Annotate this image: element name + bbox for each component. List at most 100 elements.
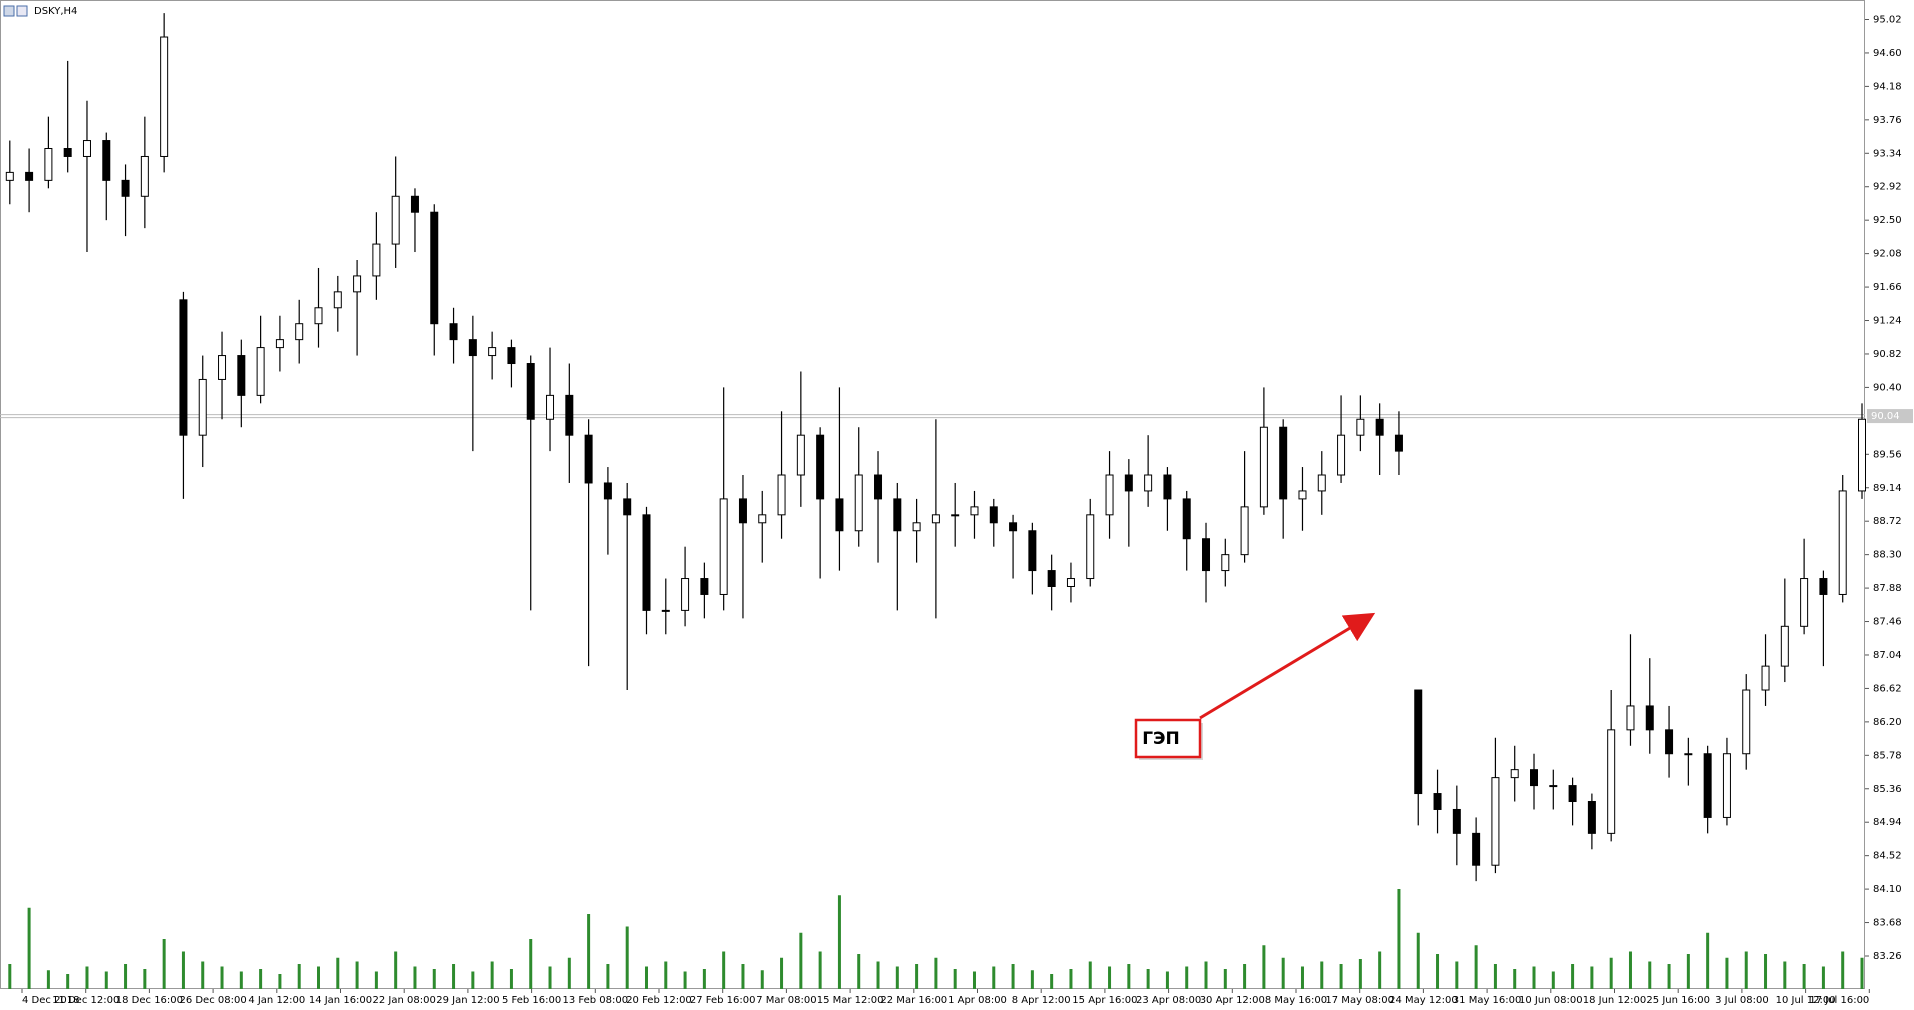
volume-bar <box>683 971 687 989</box>
volume-bar <box>799 932 803 989</box>
y-tick-label: 84.94 <box>1873 817 1902 828</box>
candle-body <box>275 339 284 349</box>
candle-body <box>1780 625 1789 667</box>
candle-body <box>179 299 188 436</box>
candle-body <box>314 307 323 325</box>
candle-body <box>1491 777 1500 866</box>
volume-bar <box>220 966 224 989</box>
x-tick-label: 22 Mar 16:00 <box>880 995 947 1006</box>
volume-bar <box>1185 966 1189 989</box>
volume-bar <box>1320 961 1324 989</box>
candle-body <box>893 498 902 532</box>
candle-body <box>912 522 921 532</box>
candle-body <box>1144 474 1153 492</box>
candle-body <box>642 514 651 611</box>
volume-bar <box>837 895 841 989</box>
volume-bar <box>1416 932 1420 989</box>
x-tick-label: 29 Jan 12:00 <box>436 995 499 1006</box>
volume-bar <box>625 926 629 989</box>
candle-body <box>256 347 265 396</box>
candle-body <box>468 339 477 357</box>
candle-body <box>372 243 381 277</box>
candle-body <box>44 148 53 181</box>
volume-bar <box>1628 951 1632 989</box>
volume-bar <box>1281 957 1285 989</box>
y-tick-label: 89.14 <box>1873 483 1902 494</box>
volume-bar <box>1551 971 1555 989</box>
x-tick-label: 23 Apr 08:00 <box>1136 995 1201 1006</box>
candle-body <box>1337 434 1346 476</box>
plot-frame <box>0 0 1865 989</box>
volume-bar <box>317 966 320 989</box>
volume-bar <box>1744 951 1748 989</box>
volume-bar <box>760 970 764 989</box>
volume-bar <box>336 957 340 989</box>
candle-body <box>507 347 516 365</box>
volume-bar <box>1571 964 1575 989</box>
candle-body <box>681 578 690 611</box>
candle-body <box>1587 801 1596 834</box>
volume-bar <box>124 964 128 989</box>
volume-bar <box>413 966 417 989</box>
candle-body <box>198 378 207 436</box>
volume-bar <box>432 969 436 989</box>
volume-bar <box>857 954 861 989</box>
candle-body <box>526 363 535 420</box>
volume-bar <box>992 966 996 989</box>
y-tick-label: 92.92 <box>1873 182 1902 193</box>
x-tick-label: 10 Jun 08:00 <box>1519 995 1583 1006</box>
candle-body <box>160 36 169 157</box>
annotation-text: ГЭП <box>1142 729 1180 749</box>
candle-body <box>623 498 632 516</box>
volume-bar <box>1204 961 1208 989</box>
y-tick-label: 85.78 <box>1873 750 1902 761</box>
volume-bar <box>606 964 610 989</box>
y-tick-label: 86.20 <box>1873 717 1902 728</box>
candle-body <box>1530 769 1539 787</box>
candle-body <box>989 506 998 524</box>
candle-body <box>333 291 342 309</box>
candle-body <box>1182 498 1191 540</box>
volume-bar <box>46 970 50 989</box>
candle-body <box>816 434 825 500</box>
volume-bar <box>934 957 938 989</box>
y-tick-label: 94.60 <box>1873 48 1902 59</box>
y-tick-label: 93.76 <box>1873 115 1902 126</box>
volume-bar <box>1127 964 1131 989</box>
candle-body <box>25 171 34 181</box>
volume-bar <box>702 969 706 989</box>
volume-bar <box>355 961 359 989</box>
x-tick-label: 4 Jan 12:00 <box>248 995 305 1006</box>
volume-bar <box>1532 966 1536 989</box>
y-tick-label: 83.26 <box>1873 951 1902 962</box>
volume-bar <box>297 964 301 989</box>
candle-body <box>1298 490 1307 500</box>
y-tick-label: 94.18 <box>1873 81 1902 92</box>
volume-bar <box>1165 971 1169 989</box>
candle-body <box>951 514 960 517</box>
volume-bar <box>1223 969 1227 989</box>
candle-body <box>1568 785 1577 803</box>
volume-bar <box>1783 961 1787 989</box>
candle-body <box>1105 474 1114 516</box>
candle-body <box>102 140 111 181</box>
y-tick-label: 92.50 <box>1873 215 1902 226</box>
x-tick-label: 20 Feb 12:00 <box>626 995 692 1006</box>
candle-body <box>1028 530 1037 572</box>
volume-bar <box>201 961 205 989</box>
volume-bar <box>181 951 185 989</box>
gap-annotation: ГЭП <box>1134 612 1376 760</box>
candle-body <box>1086 514 1095 580</box>
volume-bar <box>1513 969 1517 989</box>
x-tick-label: 7 Mar 08:00 <box>756 995 816 1006</box>
volume-bar <box>1339 964 1343 989</box>
candle-body <box>1279 426 1288 500</box>
candle-body <box>584 434 593 484</box>
y-tick-label: 87.88 <box>1873 583 1902 594</box>
volume-bar <box>1590 966 1594 989</box>
candle-body <box>1800 578 1809 627</box>
candle-body <box>121 179 130 197</box>
candle-body <box>1124 474 1133 492</box>
candle-body <box>565 394 574 436</box>
